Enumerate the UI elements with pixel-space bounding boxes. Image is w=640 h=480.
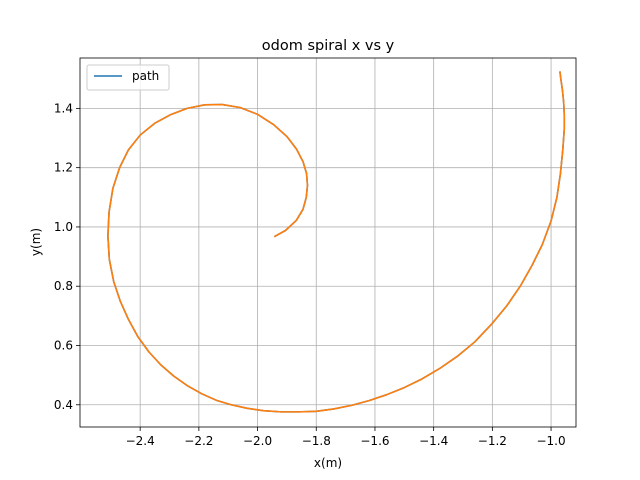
x-tick-label: −2.2: [184, 434, 213, 448]
x-tick-label: −2.4: [126, 434, 155, 448]
x-tick-label: −1.6: [360, 434, 389, 448]
y-axis-ticks: 0.4 0.6 0.8 1.0 1.2 1.4: [54, 101, 80, 412]
x-tick-label: −1.4: [419, 434, 448, 448]
x-tick-label: −1.0: [536, 434, 565, 448]
chart-title: odom spiral x vs y: [262, 38, 395, 54]
legend-label-path: path: [132, 69, 159, 83]
x-tick-label: −2.0: [243, 434, 272, 448]
y-tick-label: 0.4: [54, 398, 73, 412]
grid: [80, 58, 576, 427]
x-axis-label: x(m): [314, 456, 342, 470]
x-tick-label: −1.2: [478, 434, 507, 448]
series-layer: [107, 71, 566, 413]
x-axis-ticks: −2.4 −2.2 −2.0 −1.8 −1.6 −1.4 −1.2 −1.0: [126, 427, 566, 448]
series-line-2: [107, 71, 566, 413]
y-tick-label: 1.2: [54, 161, 73, 175]
y-tick-label: 1.0: [54, 220, 73, 234]
legend-box: [86, 64, 170, 91]
x-tick-label: −1.8: [302, 434, 331, 448]
plot-area: [80, 58, 576, 427]
y-tick-label: 0.8: [54, 279, 73, 293]
legend: path: [86, 64, 170, 91]
y-tick-label: 0.6: [54, 338, 73, 352]
y-axis-label: y(m): [29, 228, 43, 256]
plot-frame: [79, 57, 577, 428]
y-tick-label: 1.4: [54, 101, 73, 115]
